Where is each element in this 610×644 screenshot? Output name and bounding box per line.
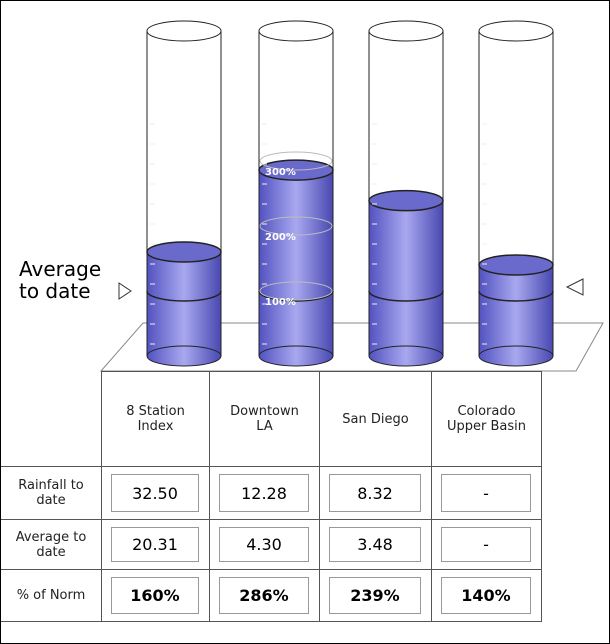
- liquid-top: [368, 189, 444, 212]
- tube-back: [258, 20, 334, 42]
- value-box: 32.50: [111, 474, 199, 512]
- cell: [431, 569, 542, 622]
- tick-ring: [259, 216, 333, 236]
- average-ring: [146, 290, 222, 302]
- tube-back: [146, 20, 222, 42]
- value-box: 8.32: [329, 474, 421, 512]
- liquid-bottom: [146, 345, 222, 367]
- value-box: -: [441, 527, 531, 562]
- value-box: 3.48: [329, 527, 421, 562]
- marker-right: [565, 278, 584, 296]
- liquid-bottom: [258, 345, 334, 367]
- value-box: 160%: [111, 577, 199, 614]
- value-box: 140%: [441, 577, 531, 614]
- marker-left: [118, 282, 132, 300]
- marker-label-1: Average to date: [19, 257, 101, 303]
- y-tick-label: 300%: [265, 167, 296, 178]
- corner-cell: [1, 371, 102, 467]
- liquid-top: [478, 254, 554, 276]
- liquid-bottom: [478, 345, 554, 367]
- tube-back: [368, 20, 444, 42]
- tube-back: [478, 20, 554, 42]
- y-tick-label: 100%: [265, 297, 296, 308]
- liquid: [147, 252, 221, 356]
- average-ring: [258, 290, 334, 302]
- value-box: 4.30: [219, 527, 309, 562]
- value-box: 20.31: [111, 527, 199, 562]
- row-label: Average to date: [1, 519, 102, 570]
- row-label: % of Norm: [1, 569, 102, 622]
- liquid-top: [146, 241, 222, 263]
- average-ring: [478, 290, 554, 302]
- liquid: [479, 265, 553, 356]
- column-header: San Diego: [319, 371, 432, 467]
- liquid: [259, 170, 333, 356]
- column-header: Downtown LA: [209, 371, 320, 467]
- liquid-bottom: [368, 345, 444, 367]
- value-box: 286%: [219, 577, 309, 614]
- liquid: [369, 200, 443, 356]
- value-box: 12.28: [219, 474, 309, 512]
- average-ring: [368, 290, 444, 302]
- y-tick-label: 200%: [265, 232, 296, 243]
- value-box: 239%: [329, 577, 421, 614]
- column-header: Colorado Upper Basin: [431, 371, 542, 467]
- value-box: -: [441, 474, 531, 512]
- row-label: Rainfall to date: [1, 466, 102, 520]
- tick-ring: [259, 281, 333, 301]
- tick-ring: [259, 151, 333, 171]
- column-header: 8 Station Index: [101, 371, 210, 467]
